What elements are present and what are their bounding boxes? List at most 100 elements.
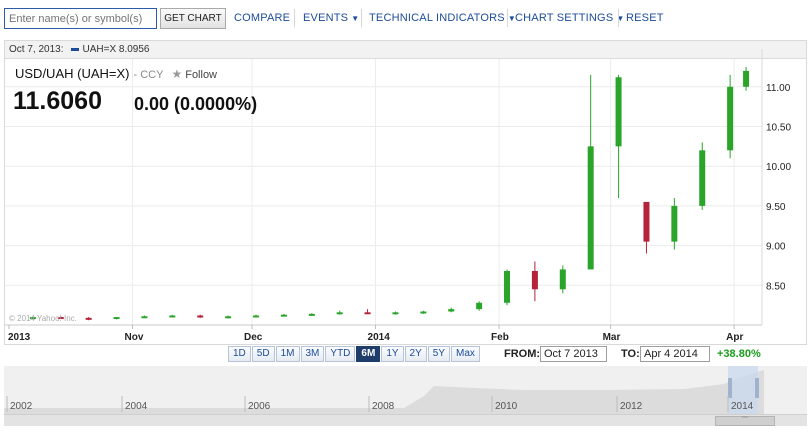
candle	[336, 310, 343, 315]
menu-separator	[294, 9, 295, 27]
candle-body	[113, 317, 120, 320]
quote-name: USD/UAH (UAH=X)	[15, 66, 130, 81]
navigator-year-label: 2006	[248, 401, 271, 412]
candle	[169, 314, 176, 318]
candle-body	[169, 315, 176, 318]
price-change: 0.00 (0.0000%)	[134, 94, 258, 114]
candle	[364, 309, 371, 315]
range-button-1m[interactable]: 1M	[275, 346, 300, 362]
grid	[5, 59, 762, 325]
navigator-year-label: 2010	[495, 401, 518, 412]
events-caret-icon: ▼	[351, 14, 360, 23]
candle-body	[504, 271, 511, 303]
to-date-input[interactable]: Apr 4 2014	[640, 346, 710, 362]
candle-body	[336, 312, 343, 315]
candle-body	[743, 70, 750, 87]
x-tick-label: Nov	[124, 332, 143, 343]
range-button-ytd[interactable]: YTD	[325, 346, 356, 362]
range-button-6m[interactable]: 6M	[356, 346, 381, 362]
compare-menu[interactable]: COMPARE	[234, 12, 290, 24]
range-button-max[interactable]: Max	[451, 346, 480, 362]
range-button-2y[interactable]: 2Y	[404, 346, 427, 362]
range-selector: 1D 5D 1M 3M YTD 6M 1Y 2Y 5Y Max	[228, 346, 481, 362]
navigator-year-label: 2004	[125, 401, 148, 412]
candle-body	[727, 86, 734, 151]
chart-settings-caret-icon: ▼	[616, 14, 625, 23]
navigator-selection[interactable]	[728, 366, 758, 414]
chart-settings-menu[interactable]: CHART SETTINGS ▼	[515, 12, 624, 24]
candle	[253, 314, 260, 318]
candle	[699, 142, 706, 210]
from-label: FROM:	[504, 348, 541, 360]
candle-body	[392, 312, 399, 315]
candle	[743, 66, 750, 91]
y-tick-label: 9.00	[766, 242, 786, 253]
compare-label: COMPARE	[234, 12, 291, 24]
hover-date: Oct 7, 2013:	[9, 44, 64, 55]
navigator-year-label: 2012	[620, 401, 643, 412]
range-button-5y[interactable]: 5Y	[427, 346, 451, 362]
candle-body	[615, 77, 622, 147]
follow-button[interactable]: Follow	[185, 69, 218, 81]
candle	[727, 74, 734, 159]
candle-body	[225, 316, 232, 319]
candle	[280, 313, 287, 317]
candle-body	[141, 316, 148, 319]
candle-body	[29, 317, 36, 320]
x-tick-label: 2013	[8, 332, 31, 343]
range-button-1y[interactable]: 1Y	[381, 346, 404, 362]
x-tick-label: Mar	[603, 332, 621, 343]
star-icon[interactable]: ★	[171, 67, 183, 81]
technical-indicators-label: TECHNICAL INDICATORS	[369, 12, 505, 24]
candle-body	[476, 302, 483, 310]
hover-series-value: UAH=X 8.0956	[82, 44, 150, 55]
navigator-year-label: 2002	[10, 401, 33, 412]
scrollbar-thumb[interactable]: ˇˇˇ	[715, 416, 775, 426]
hover-info-bar: Oct 7, 2013: UAH=X 8.0956	[5, 41, 806, 59]
candle	[57, 316, 64, 320]
menu-separator	[618, 9, 619, 27]
get-chart-button[interactable]: GET CHART	[160, 8, 226, 29]
to-label: TO:	[621, 348, 640, 360]
navigator-area	[4, 370, 764, 414]
copyright-watermark: © 2014 Yahoo! Inc.	[9, 314, 77, 323]
candle	[141, 315, 148, 319]
candle	[615, 74, 622, 198]
y-tick-label: 8.50	[766, 281, 786, 292]
navigator-year-label: 2014	[731, 401, 754, 412]
events-menu[interactable]: EVENTS ▼	[303, 12, 359, 24]
candle-body	[253, 315, 260, 318]
y-axis: 8.50 9.00 9.50 10.00 10.50 11.00	[766, 83, 791, 293]
quote-type: - CCY	[133, 69, 164, 81]
navigator-scrollbar[interactable]: ˇˇˇ	[4, 414, 807, 426]
technical-indicators-menu[interactable]: TECHNICAL INDICATORS ▼	[369, 12, 516, 24]
menu-separator	[507, 9, 508, 27]
candle-body	[531, 271, 538, 290]
candle-body	[643, 201, 650, 242]
navigator-right-handle[interactable]	[755, 378, 759, 398]
candle-body	[587, 146, 594, 270]
range-button-5d[interactable]: 5D	[251, 346, 275, 362]
quote-title: USD/UAH (UAH=X) - CCY ★ Follow	[15, 66, 217, 81]
candle	[504, 269, 511, 306]
candle-body	[197, 315, 204, 318]
reset-menu[interactable]: RESET	[626, 12, 664, 24]
candle-body	[420, 311, 427, 314]
range-button-3m[interactable]: 3M	[300, 346, 325, 362]
x-axis: 2013 Nov Dec 2014 Feb Mar Apr	[5, 49, 763, 343]
symbol-search-input[interactable]	[4, 8, 157, 29]
range-button-1d[interactable]: 1D	[228, 346, 251, 362]
candle	[643, 201, 650, 254]
navigator-left-handle[interactable]	[728, 378, 732, 398]
x-tick-label: Dec	[244, 332, 263, 343]
navigator-year-label: 2008	[372, 401, 395, 412]
x-tick-label: Apr	[726, 332, 743, 343]
from-date-input[interactable]: Oct 7 2013	[540, 346, 607, 362]
candles	[29, 66, 750, 321]
y-tick-label: 11.00	[766, 83, 791, 94]
candle	[29, 317, 36, 320]
candle	[559, 265, 566, 294]
candle	[587, 74, 594, 270]
history-navigator[interactable]: 2002 2004 2006 2008 2010 2012 2014	[4, 366, 807, 414]
